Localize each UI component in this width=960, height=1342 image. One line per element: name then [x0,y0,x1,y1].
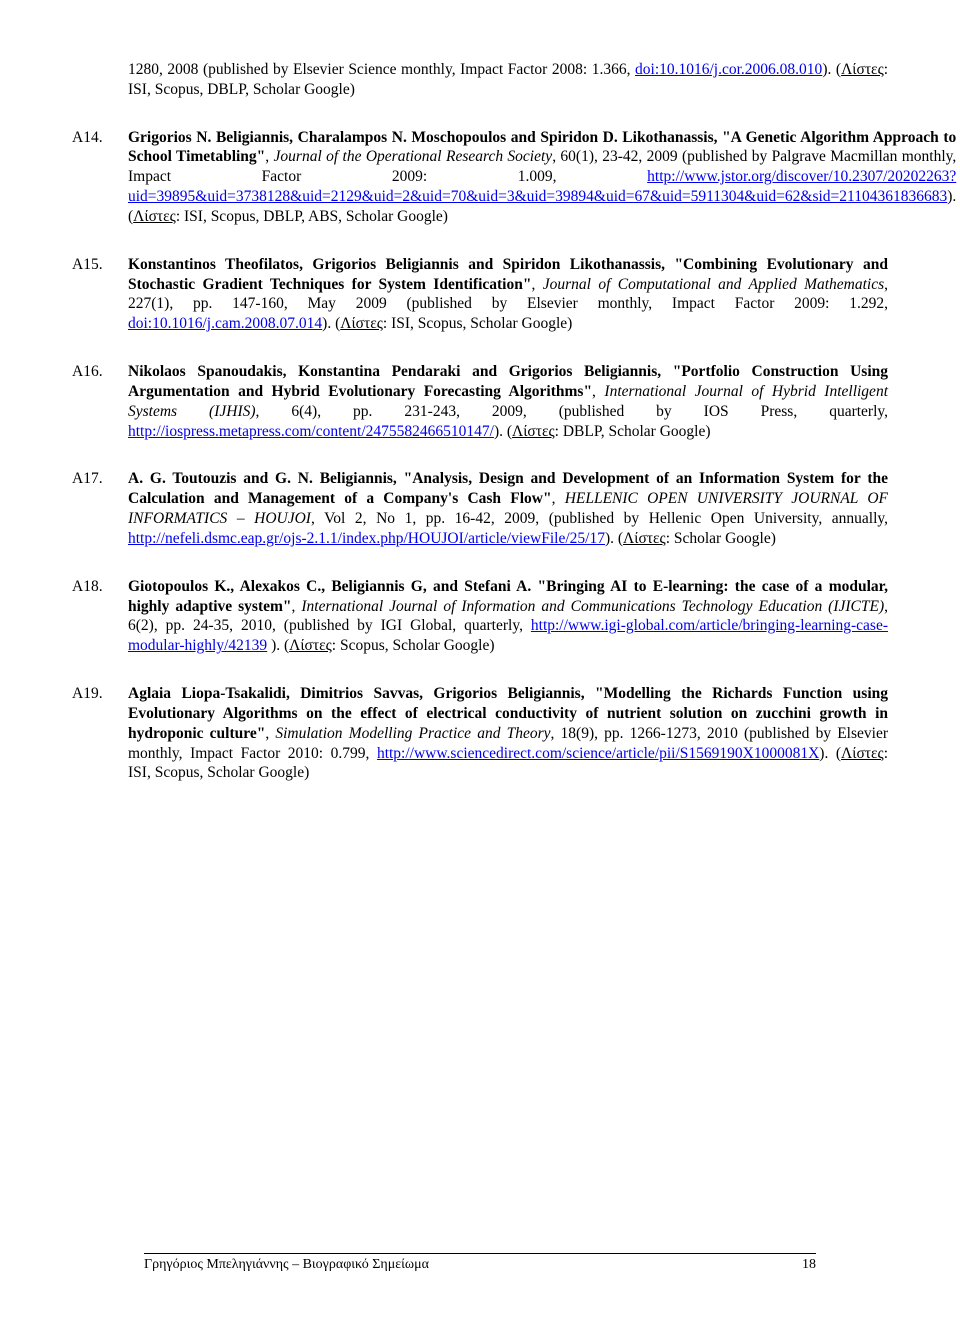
text: , 6(4), pp. 231-243, 2009, (published by… [256,403,888,420]
entry-label: A17. [72,469,128,548]
list-label: Λίστες [289,637,332,654]
text: ). ( [822,61,841,78]
text: ). ( [322,315,340,332]
page-number: 18 [802,1256,816,1274]
text: 1280, 2008 (published by Elsevier Scienc… [128,61,635,78]
text: : ISI, Scopus, Scholar Google) [383,315,572,332]
entry-body: Giotopoulos K., Alexakos C., Beligiannis… [128,577,888,656]
text: ). ( [819,745,841,762]
entry-body: A. G. Toutouzis and G. N. Beligiannis, "… [128,469,888,548]
doi-link[interactable]: doi:10.1016/j.cor.2006.08.010 [635,61,822,78]
text: , Vol 2, No 1, pp. 16-42, 2009, (publish… [311,510,888,527]
url-link[interactable]: http://www.sciencedirect.com/science/art… [377,745,819,762]
text: , [292,598,302,615]
text: , [592,383,604,400]
text: : DBLP, Scholar Google) [555,423,711,440]
text: , [552,490,565,507]
entry-body: 1280, 2008 (published by Elsevier Scienc… [128,60,888,100]
page-footer: Γρηγόριος Μπεληγιάννης – Βιογραφικό Σημε… [144,1253,816,1274]
list-label: Λίστες [841,745,884,762]
reference-a18: A18. Giotopoulos K., Alexakos C., Beligi… [72,577,888,656]
text: , [265,725,275,742]
reference-a19: A19. Aglaia Liopa-Tsakalidi, Dimitrios S… [72,684,888,783]
list-label: Λίστες [623,530,666,547]
reference-a16: A16. Nikolaos Spanoudakis, Konstantina P… [72,362,888,441]
entry-label: A19. [72,684,128,783]
entry-label [72,60,128,100]
entry-label: A14. [72,128,128,227]
list-label: Λίστες [133,208,176,225]
text: ). ( [494,423,512,440]
reference-continuation: 1280, 2008 (published by Elsevier Scienc… [72,60,888,100]
text: , [265,148,273,165]
list-label: Λίστες [841,61,884,78]
text: , [531,276,542,293]
text: ). ( [605,530,623,547]
reference-a15: A15. Konstantinos Theofilatos, Grigorios… [72,255,888,334]
list-label: Λίστες [340,315,383,332]
entry-label: A16. [72,362,128,441]
text: : Scholar Google) [666,530,776,547]
url-link[interactable]: http://iospress.metapress.com/content/24… [128,423,494,440]
journal: Simulation Modelling Practice and Theory [275,725,550,742]
entry-body: Konstantinos Theofilatos, Grigorios Beli… [128,255,888,334]
text: : ISI, Scopus, DBLP, ABS, Scholar Google… [176,208,448,225]
text: ). ( [267,637,289,654]
entry-label: A15. [72,255,128,334]
entry-body: Nikolaos Spanoudakis, Konstantina Pendar… [128,362,888,441]
footer-left: Γρηγόριος Μπεληγιάννης – Βιογραφικό Σημε… [144,1256,429,1274]
doi-link[interactable]: doi:10.1016/j.cam.2008.07.014 [128,315,322,332]
entry-body: Grigorios N. Beligiannis, Charalampos N.… [128,128,956,227]
reference-a14: A14. Grigorios N. Beligiannis, Charalamp… [72,128,888,227]
text: : Scopus, Scholar Google) [332,637,495,654]
entry-label: A18. [72,577,128,656]
url-link[interactable]: http://nefeli.dsmc.eap.gr/ojs-2.1.1/inde… [128,530,605,547]
journal: International Journal of Information and… [301,598,884,615]
list-label: Λίστες [512,423,555,440]
journal: Journal of Computational and Applied Mat… [543,276,884,293]
journal: Journal of the Operational Research Soci… [274,148,553,165]
entry-body: Aglaia Liopa-Tsakalidi, Dimitrios Savvas… [128,684,888,783]
reference-a17: A17. A. G. Toutouzis and G. N. Beligiann… [72,469,888,548]
